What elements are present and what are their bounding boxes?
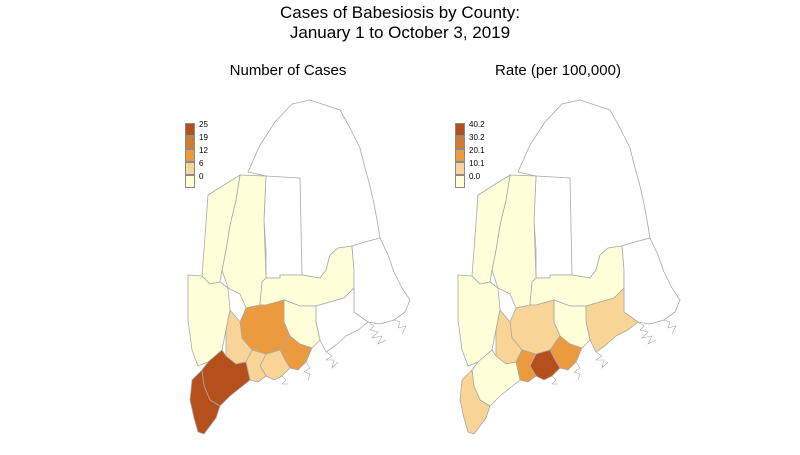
county-washington [621,237,681,325]
legend-swatch [185,136,195,149]
island-outline [303,361,311,381]
legend-label: 20.1 [469,146,485,155]
legend-swatch [185,175,195,188]
legend-swatch [455,162,465,175]
map-title-cases: Number of Cases [229,62,347,79]
legend-swatch [455,136,465,149]
island-outline [281,375,288,385]
island-outline [325,351,339,369]
maine-map-cases [187,99,411,435]
county-washington [351,237,411,325]
map-title-rate: Rate (per 100,000) [495,62,621,79]
legend-label: 10.1 [469,159,485,168]
island-outline [595,351,609,369]
legend-swatch [455,149,465,162]
legend-swatch [185,162,195,175]
figure-title-line-2: January 1 to October 3, 2019 [289,23,511,42]
island-outline [637,321,657,345]
legend-label: 40.2 [469,120,485,129]
legend-swatch [455,175,465,188]
legend-label: 0.0 [469,172,481,181]
island-outline [663,319,677,335]
county-york [459,369,491,435]
legend-label: 6 [199,159,204,168]
island-outline [573,361,581,381]
coastal-islands [281,319,407,385]
legend-label: 19 [199,133,208,142]
legend-swatch [455,123,465,136]
county-sagadahoc [245,349,267,383]
legend-label: 30.2 [469,133,485,142]
county-franklin [201,174,241,285]
county-york [189,369,221,435]
island-outline [367,321,387,345]
legend-label: 25 [199,120,208,129]
county-piscataquis [533,175,573,279]
island-outline [551,375,558,385]
legend-label: 0 [199,172,204,181]
figure-title-line-1: Cases of Babesiosis by County: [279,3,520,22]
county-piscataquis [263,175,303,279]
county-sagadahoc [515,349,537,383]
legend-swatch [185,123,195,136]
maine-map-rate [457,99,681,435]
coastal-islands [551,319,677,385]
island-outline [393,319,407,335]
legend-swatch [185,149,195,162]
county-franklin [471,174,511,285]
legend-label: 12 [199,146,208,155]
